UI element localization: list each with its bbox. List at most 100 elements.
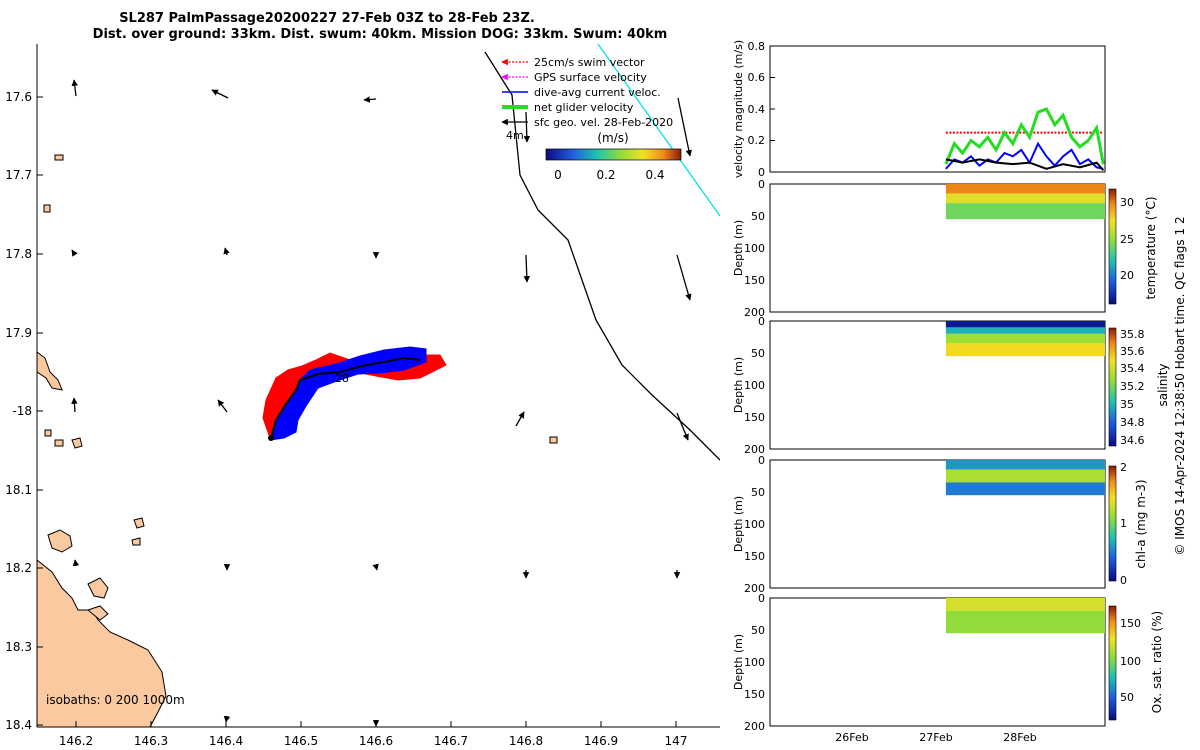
chla-depth-tick: 100 — [744, 518, 765, 531]
salinity-section — [945, 321, 1105, 357]
geo-arrow — [71, 249, 78, 257]
temperature-y-label: Depth (m) — [732, 220, 745, 276]
temperature-depth-tick: 0 — [758, 178, 765, 191]
land-island-10 — [549, 436, 558, 444]
section-layer — [945, 469, 1105, 483]
map-y-tick: 18.3 — [5, 640, 32, 654]
land-island-7 — [44, 429, 52, 437]
section-layer — [945, 193, 1105, 204]
speed-colorbar-tick: 0.4 — [645, 168, 664, 182]
chla-colorbar-tick: 2 — [1120, 461, 1127, 474]
salinity-y-label: Depth (m) — [732, 357, 745, 413]
salinity-colorbar — [1108, 327, 1117, 447]
map-y-tick: -18 — [12, 404, 32, 418]
salinity-depth-tick: 0 — [758, 315, 765, 328]
map-x-tick: 146.5 — [284, 734, 318, 748]
oxygen-depth-tick: 50 — [751, 624, 765, 637]
glider-track: 28 — [262, 346, 447, 441]
oxygen-panel: 0 50 100 150 200 Depth (m) 50 100 150 Ox… — [732, 592, 1164, 744]
section-layer — [945, 321, 1105, 328]
land-west-coast — [37, 351, 63, 391]
map-background — [37, 44, 720, 727]
speed-colorbar-tick: 0 — [554, 168, 562, 182]
land-areas — [37, 154, 558, 727]
chla-depth-tick: 200 — [744, 582, 765, 595]
velocity-y-label: velocity magnitude (m/s) — [732, 40, 745, 178]
chla-y-label: Depth (m) — [732, 496, 745, 552]
salinity-colorbar-tick: 35 — [1120, 398, 1134, 411]
map-y-ticks: 17.6 17.7 17.8 17.9 -18 18.1 18.2 18.3 1… — [5, 90, 43, 732]
glider-start-marker — [268, 435, 274, 441]
land-island-9 — [43, 204, 51, 213]
geo-arrow — [676, 412, 689, 441]
map-x-tick: 146.6 — [359, 734, 393, 748]
land-mainland — [37, 559, 167, 727]
map-y-tick: 17.9 — [5, 326, 32, 340]
map-legend: 25cm/s swim vector GPS surface velocity … — [501, 56, 673, 142]
map-y-tick: 18.2 — [5, 561, 32, 575]
map-axes: 146.2 146.3 146.4 146.5 146.6 146.7 146.… — [5, 44, 720, 748]
velocity-y-tick: 0 — [758, 166, 765, 179]
temperature-section — [945, 184, 1105, 220]
chla-section — [945, 460, 1105, 496]
geo-arrow — [515, 411, 525, 427]
isobaths-label: isobaths: 0 200 1000m — [46, 693, 185, 707]
oxygen-depth-tick: 0 — [758, 592, 765, 605]
velocity-axes-frame — [769, 45, 1106, 173]
speed-colorbar: (m/s) 0 0.2 0.4 — [545, 131, 682, 182]
map-x-tick: 146.3 — [134, 734, 168, 748]
oxygen-colorbar — [1108, 605, 1117, 721]
legend-geo-label: sfc geo. vel. 28-Feb-2020 — [534, 116, 673, 129]
isobath-line — [484, 51, 720, 461]
legend-gps-label: GPS surface velocity — [534, 71, 647, 84]
salinity-colorbar-tick: 35.6 — [1120, 345, 1145, 358]
section-layer — [945, 203, 1105, 220]
speed-colorbar-tick: 0.2 — [596, 168, 615, 182]
land-island-8 — [54, 154, 64, 161]
velocity-series-line — [945, 158, 1105, 172]
salinity-colorbar-label: salinity — [1156, 363, 1170, 406]
section-layer — [945, 343, 1105, 357]
map-y-tick: 18.1 — [5, 483, 32, 497]
salinity-depth-tick: 200 — [744, 443, 765, 456]
salinity-colorbar-tick: 35.4 — [1120, 362, 1145, 375]
oxygen-y-ticks: 0 50 100 150 200 — [744, 592, 765, 733]
speed-colorbar-gradient — [545, 148, 682, 161]
map-x-tick: 146.7 — [434, 734, 468, 748]
land-island-3 — [86, 605, 109, 621]
oxygen-depth-tick: 150 — [744, 688, 765, 701]
time-tick: 27Feb — [919, 731, 952, 744]
temperature-colorbar-tick: 25 — [1120, 233, 1134, 246]
geo-arrow — [523, 111, 531, 143]
temperature-depth-tick: 100 — [744, 242, 765, 255]
salinity-depth-tick: 100 — [744, 379, 765, 392]
copyright-note: © IMOS 14-Apr-2024 12:38:50 Hobart time.… — [1173, 216, 1187, 555]
temperature-colorbar — [1108, 188, 1117, 305]
velocity-y-tick: 0.2 — [748, 134, 766, 147]
land-island-2 — [87, 577, 109, 599]
legend-swim-label: 25cm/s swim vector — [534, 56, 645, 69]
geo-arrow — [523, 254, 531, 283]
map-y-tick: 17.7 — [5, 168, 32, 182]
salinity-colorbar-tick: 34.6 — [1120, 434, 1145, 447]
velocity-series-line — [945, 141, 1104, 170]
land-island-4 — [133, 517, 145, 529]
section-layer — [945, 610, 1105, 634]
section-layer — [945, 184, 1105, 194]
geo-velocity-arrows — [71, 79, 692, 727]
chla-colorbar-label: chl-a (mg m-3) — [1134, 479, 1148, 568]
geo-arrow — [217, 399, 228, 413]
map-x-tick: 147 — [665, 734, 688, 748]
map-y-tick: 17.8 — [5, 247, 32, 261]
time-tick: 26Feb — [835, 731, 868, 744]
salinity-depth-tick: 50 — [751, 347, 765, 360]
temperature-y-ticks: 0 50 100 150 200 — [744, 178, 765, 319]
geo-arrow — [211, 89, 229, 99]
figure-title-line1: SL287 PalmPassage20200227 27-Feb 03Z to … — [119, 11, 535, 26]
land-island-11 — [131, 537, 141, 546]
speed-colorbar-unit: (m/s) — [597, 131, 628, 145]
section-layer — [945, 460, 1105, 470]
chla-colorbar-tick: 1 — [1120, 517, 1127, 530]
section-layer — [945, 598, 1105, 611]
